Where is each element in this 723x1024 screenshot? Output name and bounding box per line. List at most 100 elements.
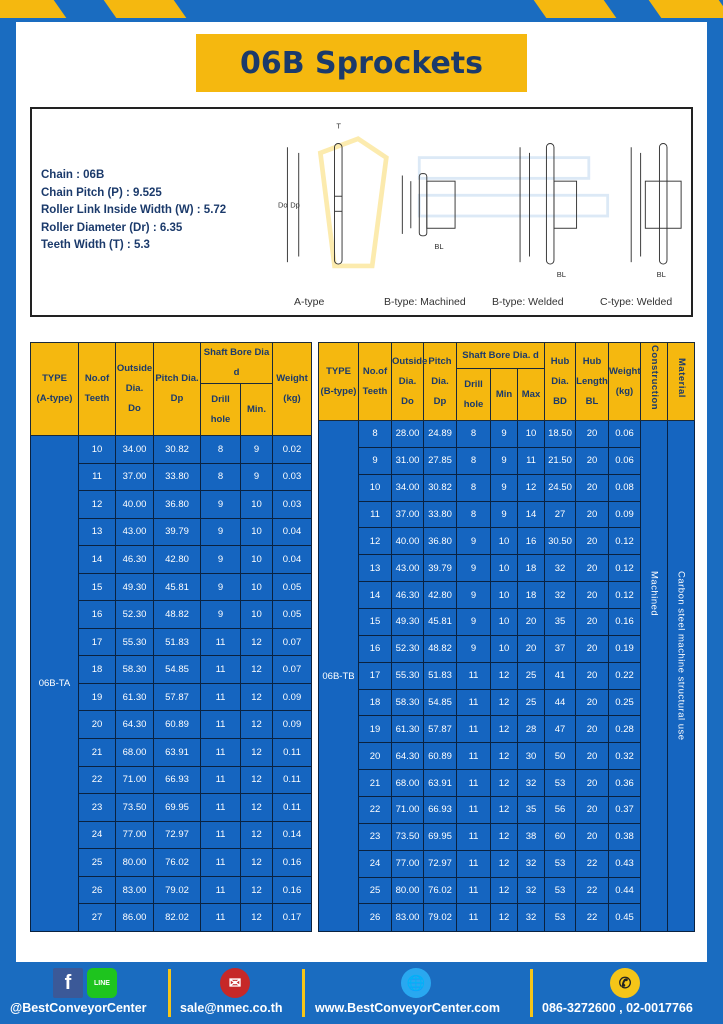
- table-cell: 12: [240, 627, 273, 657]
- table-cell: 45.81: [423, 608, 457, 636]
- table-cell: 0.25: [608, 688, 642, 717]
- table-cell: 43.00: [391, 554, 424, 583]
- table-cell: 9: [240, 462, 273, 492]
- table-cell: 80.00: [115, 848, 154, 877]
- table-cell: 33.80: [153, 462, 201, 492]
- table-cell: 72.97: [423, 849, 457, 878]
- table-cell: 53: [544, 876, 577, 905]
- table-cell: 15: [358, 608, 392, 636]
- email-icon: ✉: [220, 968, 250, 998]
- table-cell: 21: [78, 738, 116, 767]
- table-cell: 11: [200, 682, 241, 712]
- table-cell: 25: [358, 876, 392, 905]
- svg-text:Do: Do: [278, 201, 288, 210]
- table-cell: 0.05: [272, 600, 312, 629]
- table-row: 06B-TA 10 34.00 30.82 8 9 0.02: [30, 435, 312, 932]
- table-cell: 10: [240, 572, 273, 602]
- table-cell: 12: [490, 742, 518, 771]
- table-cell: 11: [456, 688, 491, 717]
- table-cell: 12: [490, 661, 518, 690]
- table-cell: 36.80: [423, 527, 457, 556]
- table-cell: 55.30: [391, 661, 424, 690]
- table-row: 20 64.30 60.89 11 12 30 50 20 0.32: [319, 742, 695, 771]
- table-cell: 9: [200, 600, 241, 629]
- table-cell: 9: [456, 527, 491, 556]
- table-cell: 12: [240, 738, 273, 767]
- table-cell: 12: [240, 682, 273, 712]
- table-cell: 9: [490, 446, 518, 475]
- table-cell: 12: [240, 765, 273, 795]
- table-cell: 68.00: [115, 738, 154, 767]
- table-cell: 54.85: [153, 655, 201, 684]
- table-cell: 11: [456, 715, 491, 744]
- table-cell: 9: [200, 545, 241, 574]
- table-cell: 69.95: [423, 822, 457, 851]
- table-cell: 0.07: [272, 655, 312, 684]
- label-b-welded: B-type: Welded: [492, 296, 564, 308]
- table-row: 13 43.00 39.79 9 10 18 32 20 0.12: [319, 554, 695, 583]
- header-construction: Construction: [640, 342, 669, 421]
- table-cell: 11: [200, 848, 241, 877]
- table-cell: 0.32: [608, 742, 642, 771]
- header-hub-length: Hub Length BL: [575, 342, 610, 421]
- website-link[interactable]: www.BestConveyorCenter.com: [315, 1001, 501, 1015]
- email-link[interactable]: sale@nmec.co.th: [180, 1001, 283, 1015]
- material-cell: Carbon steel machine structural use: [667, 420, 696, 932]
- table-cell: 11: [200, 627, 241, 657]
- table-cell: 30.82: [153, 435, 201, 464]
- table-cell: 0.09: [272, 682, 312, 712]
- table-cell: 49.30: [391, 608, 424, 636]
- svg-text:BL: BL: [557, 270, 566, 279]
- header-weight: Weight (kg): [272, 342, 312, 436]
- phone-numbers[interactable]: 086-3272600 , 02-0017766: [542, 1001, 693, 1015]
- table-cell: 17: [78, 627, 116, 657]
- table-cell: 80.00: [391, 876, 424, 905]
- header-min: Min: [490, 368, 518, 421]
- table-cell: 8: [200, 435, 241, 464]
- table-cell: 11: [456, 742, 491, 771]
- social-handle[interactable]: @BestConveyorCenter: [10, 1001, 147, 1015]
- table-row: 15 49.30 45.81 9 10 20 35 20 0.16: [319, 608, 695, 636]
- table-cell: 61.30: [391, 715, 424, 744]
- table-cell: 0.11: [272, 793, 312, 822]
- table-cell: 83.00: [115, 875, 154, 905]
- table-cell: 53: [544, 769, 577, 798]
- table-cell: 63.91: [153, 738, 201, 767]
- table-cell: 23: [78, 793, 116, 822]
- facebook-icon[interactable]: f: [53, 968, 83, 998]
- table-cell: 0.05: [272, 572, 312, 602]
- table-cell: 17: [358, 661, 392, 690]
- table-row: 14 46.30 42.80 9 10 0.04: [31, 545, 312, 574]
- header-weight: Weight (kg): [608, 342, 642, 421]
- table-cell: 48.82: [153, 600, 201, 629]
- table-cell: 12: [490, 903, 518, 932]
- table-cell: 8: [200, 462, 241, 492]
- table-cell: 9: [200, 572, 241, 602]
- table-cell: 39.79: [153, 517, 201, 547]
- table-cell: 10: [516, 420, 546, 448]
- svg-text:BL: BL: [434, 242, 443, 251]
- spec-teeth-width: Teeth Width (T) : 5.3: [41, 239, 150, 251]
- table-cell: 30: [516, 742, 546, 771]
- table-cell: 9: [456, 554, 491, 583]
- header-shaft-bore: Shaft Bore Dia d: [200, 342, 273, 384]
- table-cell: 10: [240, 490, 273, 519]
- table-cell: 73.50: [391, 822, 424, 851]
- table-cell: 0.16: [272, 848, 312, 877]
- table-cell: 20: [575, 742, 610, 771]
- table-cell: 0.06: [608, 420, 642, 448]
- table-cell: 76.02: [423, 876, 457, 905]
- table-row: 9 31.00 27.85 8 9 11 21.50 20 0.06: [319, 446, 695, 475]
- spec-roller-dia: Roller Diameter (Dr) : 6.35: [41, 221, 183, 234]
- line-icon[interactable]: LINE: [87, 968, 117, 998]
- table-row: 23 73.50 69.95 11 12 38 60 20 0.38: [319, 822, 695, 851]
- table-cell: 32: [544, 581, 577, 610]
- table-cell: 79.02: [153, 875, 201, 905]
- table-cell: 12: [490, 796, 518, 824]
- svg-text:BL: BL: [657, 270, 666, 279]
- table-cell: 20: [575, 661, 610, 690]
- table-row: 21 68.00 63.91 11 12 32 53 20 0.36: [319, 769, 695, 798]
- table-cell: 11: [456, 822, 491, 851]
- table-cell: 11: [200, 710, 241, 740]
- table-cell: 66.93: [153, 765, 201, 795]
